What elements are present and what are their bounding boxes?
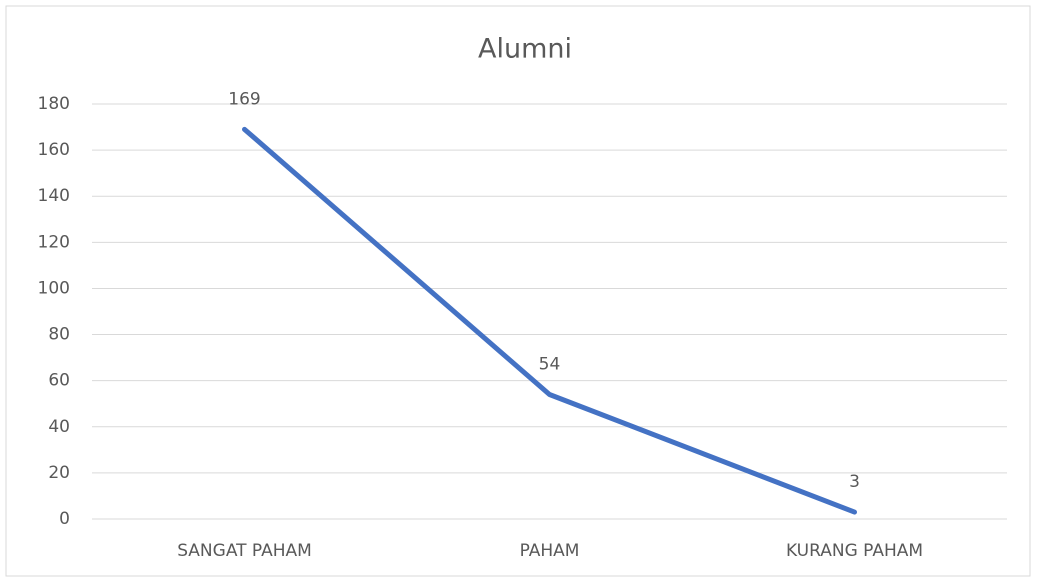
line	[242, 126, 857, 515]
data-label: 3	[849, 472, 860, 492]
data-label: 54	[539, 355, 561, 375]
chart-frame	[5, 5, 1031, 577]
x-tick-label: PAHAM	[520, 541, 580, 561]
data-label: 169	[228, 89, 260, 109]
y-tick-label: 140	[38, 186, 70, 206]
y-tick-label: 60	[48, 371, 70, 391]
y-tick-label: 80	[48, 325, 70, 345]
y-tick-label: 120	[38, 232, 70, 252]
y-tick-label: 0	[59, 509, 70, 529]
y-tick-label: 100	[38, 278, 70, 298]
y-tick-label: 20	[48, 463, 70, 483]
x-tick-label: KURANG PAHAM	[786, 541, 923, 561]
y-tick-label: 180	[38, 94, 70, 114]
chart-title: Alumni	[478, 34, 572, 65]
y-tick-label: 40	[48, 417, 70, 437]
y-tick-label: 160	[38, 140, 70, 160]
x-tick-label: SANGAT PAHAM	[177, 541, 312, 561]
